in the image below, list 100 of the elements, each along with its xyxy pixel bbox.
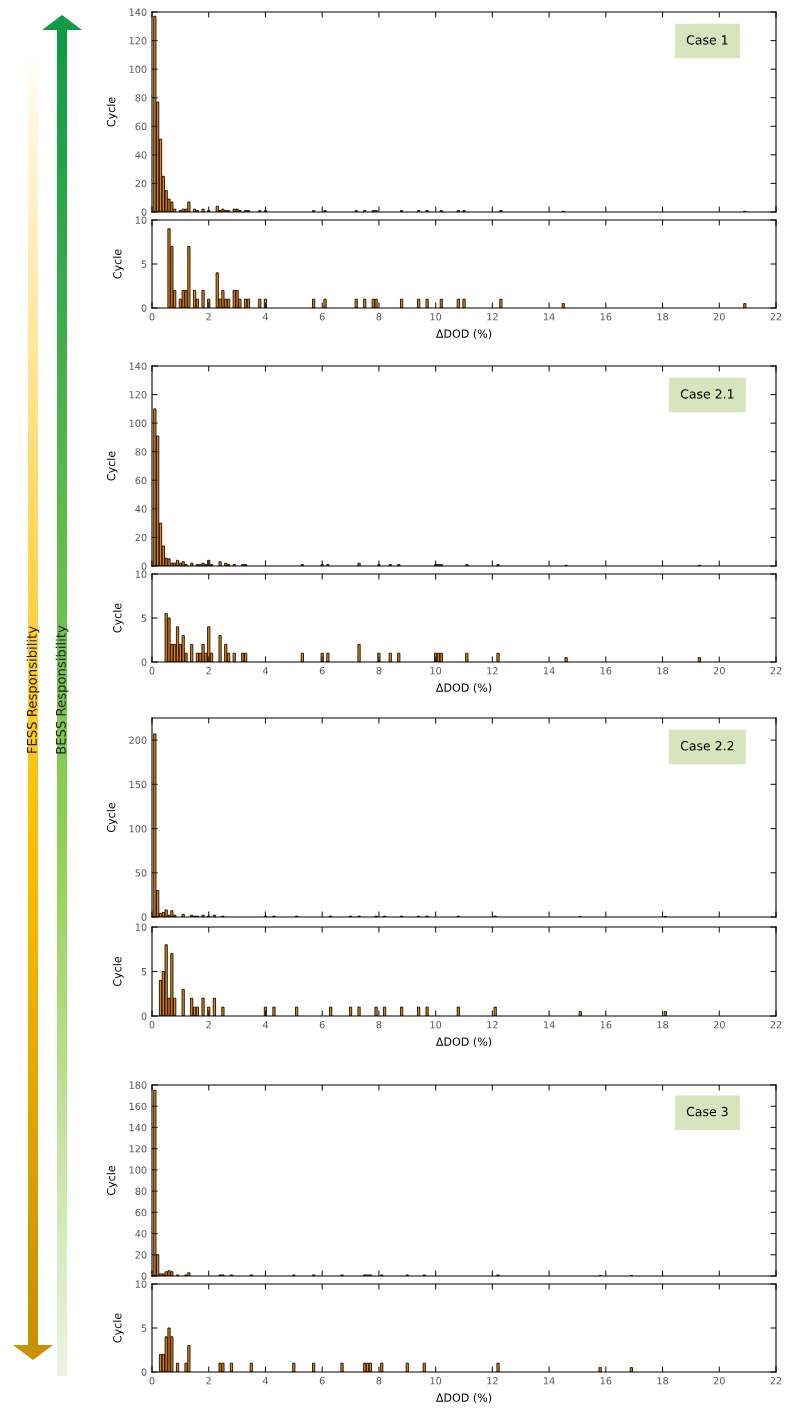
x-tick-label: 0 [149, 1377, 155, 1385]
x-tick-label: 20 [713, 1021, 725, 1029]
x-tick-label: 18 [657, 313, 669, 321]
y-tick-label: 0 [141, 913, 147, 921]
x-tick-label: 22 [770, 313, 782, 321]
x-tick-label: 16 [600, 1377, 612, 1385]
y-axis-title: Cycle [112, 249, 124, 279]
y-tick-label: 0 [141, 304, 147, 312]
y-tick-label: 0 [141, 1012, 147, 1020]
text: BESS Responsibility [55, 625, 69, 754]
y-axis-title: Cycle [106, 451, 118, 481]
x-tick-label: 6 [319, 667, 325, 675]
x-tick-label: 10 [430, 313, 442, 321]
y-tick-label: 60 [135, 476, 147, 485]
y-tick-label: 10 [135, 216, 147, 224]
x-tick-label: 10 [430, 1377, 442, 1385]
y-tick-label: 100 [129, 1166, 147, 1174]
y-tick-label: 10 [135, 1280, 147, 1288]
annotation: Case 2.1 [680, 389, 734, 399]
y-tick-label: 10 [135, 923, 147, 931]
x-tick-label: 16 [600, 1021, 612, 1029]
y-tick-label: 120 [129, 1145, 147, 1153]
y-tick-label: 200 [129, 736, 147, 744]
y-axis-title: Cycle [106, 1165, 118, 1196]
y-tick-label: 120 [129, 391, 147, 399]
x-tick-label: 10 [430, 1021, 442, 1029]
x-axis-title: ΔDOD (%) [435, 329, 492, 340]
y-tick-label: 60 [135, 1208, 147, 1217]
x-tick-label: 20 [713, 667, 725, 675]
x-tick-label: 2 [206, 1377, 211, 1385]
x-tick-label: 2 [206, 667, 211, 675]
x-tick-label: 20 [713, 313, 725, 321]
y-tick-label: 5 [141, 968, 147, 976]
x-axis-title: ΔDOD (%) [435, 1393, 492, 1404]
x-tick-label: 14 [543, 1377, 555, 1385]
y-tick-label: 100 [129, 825, 147, 833]
x-tick-label: 14 [543, 667, 555, 675]
y-tick-label: 5 [141, 614, 147, 622]
x-tick-label: 4 [262, 1377, 268, 1385]
x-tick-label: 8 [376, 1021, 382, 1029]
y-tick-label: 20 [135, 179, 147, 188]
x-tick-label: 16 [600, 313, 612, 321]
x-tick-label: 18 [657, 1021, 669, 1029]
y-axis-title: Cycle [112, 603, 124, 633]
x-tick-label: 0 [149, 1021, 155, 1029]
x-tick-label: 4 [262, 667, 268, 675]
y-tick-label: 5 [141, 260, 147, 268]
y-tick-label: 120 [129, 37, 147, 45]
x-tick-label: 4 [262, 1021, 268, 1029]
y-axis-title: Cycle [112, 956, 124, 987]
y-tick-label: 0 [141, 1368, 147, 1376]
y-tick-label: 140 [129, 8, 147, 16]
y-tick-label: 160 [129, 1102, 147, 1111]
x-tick-label: 8 [376, 1377, 382, 1385]
x-tick-label: 22 [770, 1377, 782, 1385]
x-tick-label: 6 [319, 313, 325, 321]
x-tick-label: 16 [600, 667, 612, 675]
x-tick-label: 6 [319, 1021, 325, 1029]
y-tick-label: 100 [129, 419, 147, 427]
x-tick-label: 8 [376, 667, 382, 675]
y-tick-label: 0 [141, 562, 147, 570]
x-axis-title: ΔDOD (%) [435, 1037, 492, 1048]
x-tick-label: 10 [430, 667, 442, 675]
x-tick-label: 6 [319, 1377, 325, 1385]
y-axis-title: Cycle [106, 97, 118, 127]
y-tick-label: 80 [135, 94, 147, 102]
y-tick-label: 150 [129, 780, 147, 789]
y-tick-label: 40 [135, 151, 147, 159]
y-tick-label: 10 [135, 570, 147, 578]
y-tick-label: 5 [141, 1324, 147, 1332]
y-axis-title: Cycle [112, 1313, 124, 1343]
y-axis-title: Cycle [106, 802, 118, 833]
annotation: Case 3 [686, 1106, 728, 1117]
y-tick-label: 20 [135, 533, 147, 542]
x-tick-label: 12 [487, 313, 498, 321]
x-tick-label: 4 [262, 313, 268, 321]
y-tick-label: 100 [129, 65, 147, 73]
y-tick-label: 80 [135, 1187, 147, 1195]
x-tick-label: 2 [206, 313, 211, 321]
text: FESS Responsibility [26, 626, 40, 753]
y-tick-label: 140 [129, 1123, 147, 1132]
y-tick-label: 40 [135, 505, 147, 513]
y-tick-label: 0 [141, 208, 147, 216]
x-tick-label: 0 [149, 313, 155, 321]
x-tick-label: 12 [487, 667, 498, 675]
x-axis-title: ΔDOD (%) [435, 683, 492, 694]
y-tick-label: 50 [135, 869, 147, 877]
annotation: Case 1 [686, 35, 728, 45]
x-tick-label: 14 [543, 1021, 555, 1029]
x-tick-label: 12 [487, 1021, 498, 1029]
x-tick-label: 0 [149, 667, 155, 675]
x-tick-label: 2 [206, 1021, 211, 1029]
y-tick-label: 40 [135, 1230, 147, 1238]
x-tick-label: 20 [713, 1377, 725, 1385]
x-tick-label: 22 [770, 1021, 782, 1029]
y-tick-label: 140 [129, 362, 147, 370]
x-tick-label: 22 [770, 667, 782, 675]
y-tick-label: 0 [141, 658, 147, 666]
x-tick-label: 18 [657, 1377, 669, 1385]
x-tick-label: 14 [543, 313, 555, 321]
